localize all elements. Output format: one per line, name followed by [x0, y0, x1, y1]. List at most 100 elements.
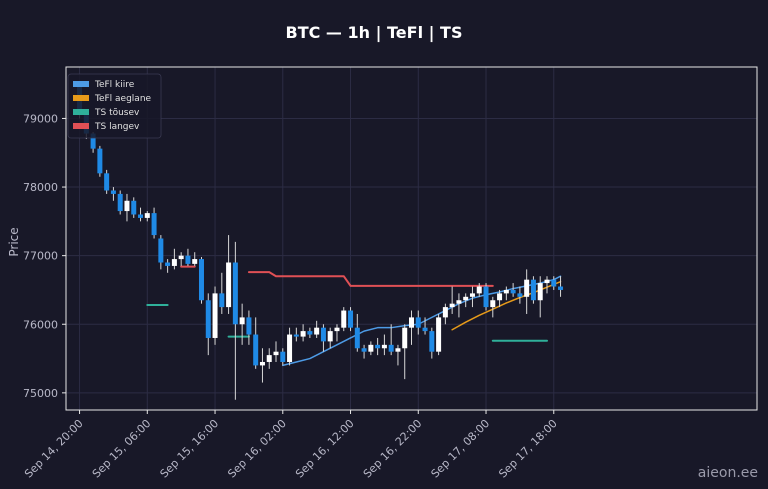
chart-title: BTC — 1h | TeFl | TS: [286, 23, 463, 43]
candle-body: [368, 344, 374, 352]
candle-body: [131, 200, 137, 215]
candle-body: [314, 327, 320, 335]
candle-body: [469, 293, 475, 297]
x-tick-label: Sep 14, 20:00: [22, 417, 86, 481]
candle-body: [219, 293, 225, 308]
candle-body: [287, 334, 293, 362]
candle-body: [449, 303, 455, 308]
candle-body: [483, 286, 489, 308]
y-tick-label: 78000: [23, 181, 58, 194]
x-tick-label: Sep 16, 02:00: [225, 417, 289, 481]
candle-body: [293, 334, 299, 337]
legend-label: TS tõusev: [94, 108, 140, 118]
candle-body: [239, 317, 245, 325]
candle-body: [178, 255, 184, 260]
y-grid-lines: [66, 117, 757, 394]
candle-body: [530, 279, 536, 301]
x-tick-label: Sep 16, 22:00: [361, 417, 425, 481]
candle-body: [442, 307, 448, 318]
y-tick-label: 75000: [23, 387, 58, 400]
candle-body: [327, 331, 333, 342]
y-tick-labels: 75000 76000 77000 78000 79000: [23, 112, 66, 400]
candle-body: [402, 327, 408, 349]
candle-body: [90, 133, 96, 149]
candle-body: [144, 213, 150, 218]
x-tick-label: Sep 17, 18:00: [496, 417, 560, 481]
candle-body: [97, 148, 103, 174]
candle-body: [110, 190, 116, 194]
legend-label: TS langev: [94, 122, 140, 132]
candle-body: [544, 279, 550, 284]
candle-body: [490, 300, 496, 308]
candle-body: [307, 331, 313, 335]
candle-body: [151, 213, 157, 236]
candle-body: [436, 317, 442, 352]
legend-box: [67, 73, 162, 139]
candle-body: [165, 262, 171, 266]
candle-body: [341, 310, 347, 328]
candle-body: [124, 200, 130, 212]
candle-body: [104, 173, 110, 191]
candle-body: [280, 351, 286, 362]
candle-body: [246, 317, 252, 335]
y-axis-label: Price: [7, 227, 21, 256]
candle-body: [503, 289, 509, 294]
legend-label: TeFl kiire: [94, 80, 135, 90]
candle-body: [551, 279, 557, 287]
candle-body: [375, 344, 381, 349]
candle-body: [205, 300, 211, 338]
plot-frame: [65, 66, 758, 411]
candle-body: [409, 317, 414, 328]
candle-body: [198, 259, 204, 301]
x-tick-label: Sep 15, 06:00: [90, 417, 154, 481]
candle-body: [415, 317, 421, 328]
y-tick-label: 77000: [23, 250, 58, 263]
candle-body: [232, 262, 238, 325]
candle-body: [138, 214, 144, 218]
series-line: [282, 275, 562, 367]
candle-body: [361, 348, 367, 352]
x-tick-label: Sep 15, 16:00: [158, 417, 222, 481]
candle-body: [185, 255, 191, 264]
candle-body: [429, 331, 435, 352]
candle-body: [226, 262, 232, 308]
candle-body: [497, 293, 503, 301]
candle-body: [266, 355, 272, 362]
candle-body: [381, 344, 387, 349]
candle-body: [456, 300, 462, 304]
candle-body: [395, 348, 401, 352]
candle-body: [388, 344, 394, 352]
candle-body: [510, 289, 516, 294]
candle-body: [320, 327, 326, 342]
candle-body: [158, 238, 164, 263]
legend-swatch: [73, 109, 89, 115]
candle-body: [537, 283, 543, 301]
y-tick-label: 79000: [23, 112, 58, 125]
candle-body: [517, 293, 523, 297]
x-tick-label: Sep 17, 08:00: [429, 417, 493, 481]
legend-swatch: [73, 95, 89, 101]
candle-body: [273, 351, 279, 356]
candle-body: [334, 327, 340, 332]
x-tick-label: Sep 16, 12:00: [293, 417, 357, 481]
legend-swatch: [73, 123, 89, 129]
candle-body: [354, 327, 360, 349]
legend-swatch: [73, 81, 89, 87]
legend-label: TeFl aeglane: [94, 94, 152, 104]
candle-body: [259, 361, 265, 366]
x-tick-labels: Sep 14, 20:00 Sep 15, 06:00 Sep 15, 16:00 S…: [22, 410, 560, 481]
candle-body: [558, 286, 564, 290]
candle-body: [212, 293, 218, 338]
candle-body: [524, 279, 530, 297]
series-line: [247, 271, 494, 287]
candle-body: [117, 193, 123, 212]
legend: TeFl kiire TeFl aeglane TS tõusev TS langev: [67, 73, 162, 139]
candle-body: [476, 286, 482, 294]
candle-body: [348, 310, 354, 328]
watermark-text: aieon.ee: [698, 465, 758, 481]
y-tick-label: 76000: [23, 318, 58, 331]
candle-body: [422, 327, 428, 332]
candle-body: [171, 259, 177, 266]
candle-body: [300, 331, 306, 337]
